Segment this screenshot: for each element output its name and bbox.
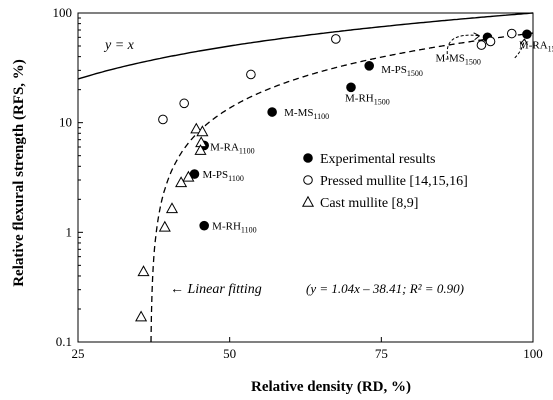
identity-line-label: y = x bbox=[103, 38, 135, 53]
point-label-main: M-RH bbox=[345, 92, 374, 104]
fit-equation: (y = 1.04x – 38.41; R² = 0.90) bbox=[306, 281, 464, 296]
point-label-subscript: 1100 bbox=[239, 146, 255, 155]
cast-mullite-point bbox=[137, 265, 150, 277]
tick-labels: 25 50 75 100 0.1 1 10 100 bbox=[53, 5, 543, 361]
cast-mullite-point bbox=[175, 176, 188, 188]
legend-experimental-marker bbox=[303, 153, 313, 163]
experimental-point bbox=[364, 61, 375, 71]
pressed-mullite-point bbox=[506, 28, 517, 39]
point-label-subscript: 1500 bbox=[465, 57, 481, 66]
point-label-main: M-RA bbox=[519, 39, 548, 51]
x-tick-label: 25 bbox=[72, 346, 85, 361]
point-label-main: M-RH bbox=[212, 221, 241, 233]
callout-arrowhead-ra1500 bbox=[520, 38, 528, 46]
point-label-subscript: 1500 bbox=[548, 44, 553, 53]
experimental-point bbox=[199, 220, 209, 231]
legend-pressed-mullite-marker bbox=[303, 175, 313, 185]
pressed-mullite-point bbox=[246, 69, 256, 80]
cast-mullite-point bbox=[158, 220, 171, 232]
point-label-subscript: 1100 bbox=[313, 112, 329, 121]
y-tick-label: 10 bbox=[59, 115, 72, 130]
legend: Experimental results Pressed mullite [14,… bbox=[301, 152, 468, 211]
point-label-main: M-PS bbox=[381, 64, 407, 76]
legend-cast-mullite-marker bbox=[301, 195, 315, 207]
point-label-subscript: 1100 bbox=[241, 226, 257, 235]
point-label-main: M-PS bbox=[202, 169, 228, 181]
legend-cast-mullite-label: Cast mullite [8,9] bbox=[320, 196, 418, 211]
callout-arrow-ra1500 bbox=[514, 38, 526, 59]
x-tick-label: 100 bbox=[523, 346, 543, 361]
cast-mullite-point bbox=[194, 144, 207, 155]
legend-pressed-mullite-label: Pressed mullite [14,15,16] bbox=[320, 174, 468, 189]
x-tick-label: 75 bbox=[375, 346, 388, 361]
point-label: M-PS1500 bbox=[381, 64, 423, 78]
pressed-mullite-point bbox=[331, 34, 341, 44]
point-label-main: M-MS bbox=[436, 52, 465, 64]
experimental-point bbox=[522, 29, 532, 40]
y-axis-title: Relative flexural strength (RFS, %) bbox=[11, 59, 27, 287]
point-label: M-MS1500 bbox=[436, 52, 481, 66]
callout-arrow-ms1500 bbox=[446, 34, 480, 60]
cast-mullite-point bbox=[182, 170, 195, 182]
fit-line-label: ← Linear fitting bbox=[170, 282, 262, 297]
point-label: M-RH1500 bbox=[345, 92, 390, 106]
cast-mullite-point bbox=[165, 202, 179, 214]
point-label-subscript: 1100 bbox=[228, 174, 244, 183]
trend-lines bbox=[77, 12, 534, 343]
x-axis-title: Relative density (RD, %) bbox=[251, 379, 411, 395]
pressed-mullite-point bbox=[476, 40, 487, 50]
point-label: M-PS1100 bbox=[202, 169, 243, 183]
point-label: M-RA1100 bbox=[210, 141, 254, 155]
linear-fit-line bbox=[150, 32, 534, 343]
point-label-subscript: 1500 bbox=[407, 69, 423, 78]
legend-experimental-label: Experimental results bbox=[320, 152, 435, 167]
point-label: M-RH1100 bbox=[212, 221, 256, 235]
point-label-main: M-MS bbox=[284, 107, 313, 119]
plot-frame bbox=[77, 12, 534, 343]
experimental-point bbox=[267, 107, 277, 117]
cast-mullite-point bbox=[190, 122, 203, 134]
point-label: M-MS1100 bbox=[284, 107, 329, 121]
callout-arrowhead-ms1500 bbox=[473, 32, 480, 41]
point-label-subscript: 1500 bbox=[374, 97, 390, 106]
plot-area-border bbox=[77, 12, 534, 343]
axis-ticks bbox=[77, 12, 534, 343]
point-labels: M-PS1500M-RH1500M-MS1100M-RA1100M-PS1100… bbox=[202, 39, 553, 234]
identity-line bbox=[77, 12, 534, 80]
y-tick-label: 1 bbox=[66, 224, 73, 239]
data-marks bbox=[135, 28, 532, 322]
y-tick-label: 100 bbox=[53, 5, 73, 20]
pressed-mullite-point bbox=[158, 114, 168, 125]
cast-mullite-point bbox=[135, 310, 148, 322]
pressed-mullite-point bbox=[485, 36, 496, 47]
point-label: M-RA1500 bbox=[519, 39, 553, 53]
point-label-main: M-RA bbox=[210, 141, 239, 153]
x-tick-label: 50 bbox=[223, 346, 236, 361]
pressed-mullite-point bbox=[179, 98, 189, 109]
cast-mullite-point bbox=[196, 125, 209, 137]
experimental-point bbox=[346, 82, 356, 93]
y-tick-label: 0.1 bbox=[56, 334, 72, 349]
